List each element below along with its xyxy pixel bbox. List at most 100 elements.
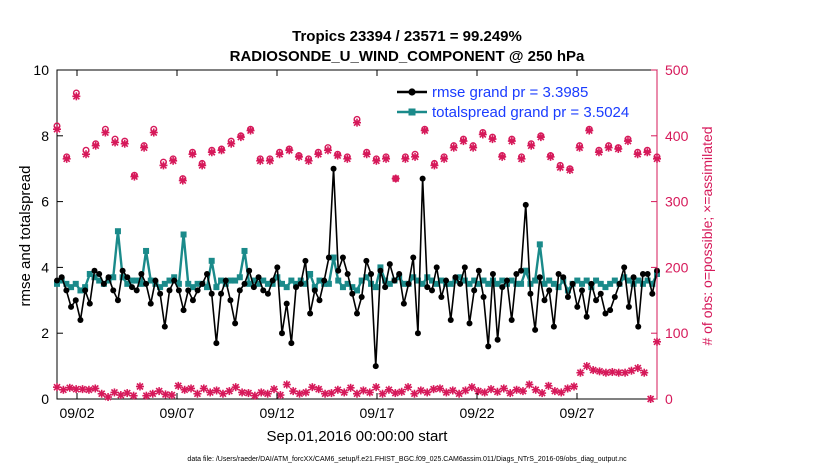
obs-lower-marker — [289, 387, 298, 396]
rmse-point — [344, 270, 351, 277]
totalspread-point — [86, 270, 93, 277]
rmse-point — [414, 330, 421, 337]
obs-lower-marker — [589, 366, 598, 375]
rmse-point — [405, 280, 412, 287]
obs-stroke — [159, 161, 168, 169]
totalspread-point — [96, 277, 103, 284]
totalspread-point — [325, 280, 332, 287]
rmse-point — [644, 270, 651, 277]
obs-assimilated-marker — [140, 143, 149, 152]
obs-lower-marker — [633, 364, 642, 373]
obs-lower-marker — [295, 389, 304, 398]
obs-stroke — [359, 386, 367, 395]
obs-stroke — [442, 388, 450, 396]
rmse-point — [63, 287, 70, 294]
y-axis-left-ticks: 0 2 4 6 8 10 — [33, 62, 63, 407]
obs-lower-marker — [187, 384, 196, 393]
obs-lower-marker — [346, 383, 355, 392]
obs-lower-marker — [391, 389, 400, 398]
obs-stroke — [544, 382, 553, 390]
y-right-tick-label: 300 — [665, 194, 689, 210]
obs-stroke — [481, 388, 489, 396]
obs-stroke — [551, 387, 559, 395]
obs-stroke — [640, 369, 648, 377]
rmse-point — [522, 201, 529, 208]
obs-lower-marker — [570, 382, 579, 391]
totalspread-point — [119, 274, 126, 281]
obs-stroke — [647, 395, 655, 403]
y-axis-right-label: # of obs: o=possible; ×=assimilated — [699, 126, 715, 345]
obs-assimilated-marker — [556, 163, 565, 172]
rmse-point — [302, 257, 309, 264]
obs-assimilated-marker — [275, 150, 284, 159]
obs-stroke — [200, 384, 208, 393]
rmse-point — [105, 274, 112, 281]
totalspread-point — [602, 284, 609, 291]
rmse-point — [504, 277, 510, 284]
obs-lower-marker — [155, 387, 164, 396]
rmse-point — [260, 287, 267, 294]
obs-stroke — [123, 389, 131, 397]
rmse-point — [475, 267, 482, 274]
obs-lower-marker — [84, 385, 93, 394]
totalspread-point — [349, 284, 356, 291]
obs-assimilated-marker — [430, 161, 439, 170]
rmse-point — [382, 284, 389, 291]
rmse-point — [124, 274, 131, 281]
obs-stroke — [66, 384, 74, 392]
obs-assimilated-marker — [256, 156, 265, 165]
totalspread-point — [194, 280, 201, 287]
totalspread-point — [138, 280, 145, 287]
obs-lower-marker — [282, 380, 291, 389]
rmse-point — [499, 284, 506, 291]
obs-stroke — [517, 155, 526, 163]
rmse-point — [264, 290, 271, 297]
totalspread-point — [213, 284, 220, 291]
obs-stroke — [576, 144, 584, 152]
totalspread-point — [316, 277, 323, 284]
rmse-point — [419, 175, 426, 182]
obs-lower-marker — [448, 386, 457, 395]
obs-stroke — [498, 153, 506, 161]
rmse-point — [96, 270, 103, 277]
rmse-point — [208, 290, 215, 297]
rmse-point — [593, 297, 600, 304]
obs-stroke — [193, 390, 201, 398]
obs-stroke — [111, 138, 119, 146]
y-right-tick-label: 0 — [665, 391, 673, 407]
obs-stroke — [232, 383, 240, 391]
obs-stroke — [423, 388, 431, 396]
obs-lower-marker — [525, 380, 534, 389]
obs-stroke — [624, 137, 632, 145]
obs-lower-marker — [461, 386, 470, 395]
totalspread-point — [447, 280, 454, 287]
obs-stroke — [449, 386, 457, 395]
obs-assimilated-marker — [411, 152, 420, 161]
obs-stroke — [161, 390, 170, 398]
obs-stroke — [78, 385, 87, 393]
obs-assimilated-marker — [323, 146, 332, 155]
obs-lower-marker — [135, 382, 144, 391]
obs-assimilated-marker — [372, 156, 381, 165]
obs-assimilated-marker — [53, 125, 61, 134]
rmse-series — [54, 165, 660, 370]
obs-lower-marker — [397, 387, 406, 396]
x-tick-label: 09/02 — [59, 405, 94, 421]
totalspread-point — [344, 280, 351, 287]
legend-spread-label: totalspread grand pr = 3.5024 — [432, 104, 629, 121]
obs-assimilated-marker — [420, 126, 429, 135]
totalspread-point — [639, 280, 646, 287]
obs-stroke — [213, 386, 221, 395]
obs-stroke — [634, 150, 642, 158]
rmse-point — [100, 280, 107, 287]
obs-assimilated-marker — [72, 92, 81, 101]
obs-lower-marker — [538, 389, 547, 398]
y-left-tick-label: 0 — [41, 391, 49, 407]
obs-lower-marker — [582, 362, 591, 371]
rmse-point — [443, 277, 450, 284]
y-left-tick-label: 6 — [41, 194, 49, 210]
rmse-point — [246, 267, 253, 274]
totalspread-point — [124, 280, 131, 287]
data-file-footer: data file: /Users/raeder/DAI/ATM_forcXX/… — [187, 456, 627, 463]
totalspread-point — [485, 280, 492, 287]
